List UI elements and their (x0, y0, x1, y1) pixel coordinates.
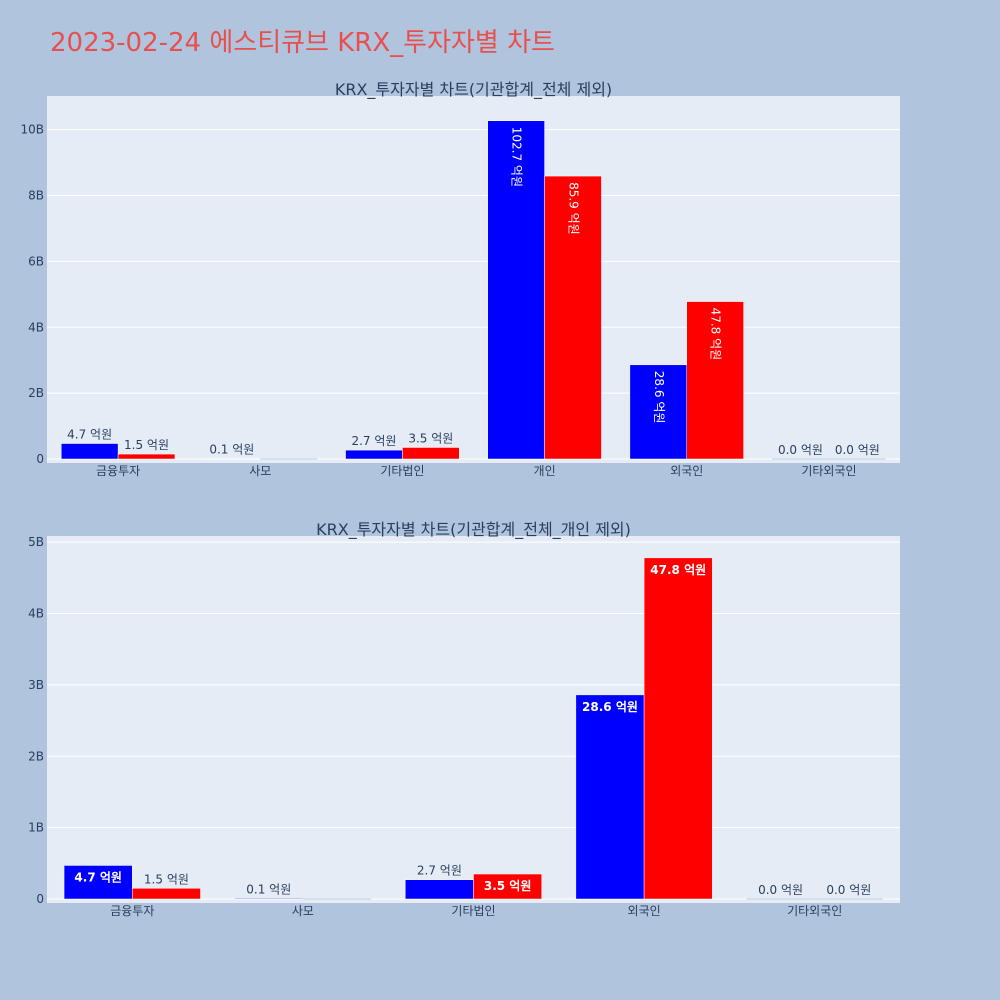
chart2-plot-area (47, 536, 900, 903)
chart2-bar (132, 888, 201, 900)
chart1-data-label: 28.6 억원 (652, 371, 666, 424)
chart2-data-label: 4.7 억원 (74, 870, 122, 884)
page-title: 2023-02-24 에스티큐브 KRX_투자자별 차트 (50, 28, 555, 58)
chart1-category-label: 사모 (249, 464, 271, 478)
chart1-data-label: 4.7 억원 (67, 428, 112, 442)
chart2-data-label: 0.0 억원 (758, 883, 803, 897)
chart2-ytick-label: 4B (28, 607, 44, 621)
chart2-bar (473, 873, 542, 900)
chart1-data-label: 0.0 억원 (835, 443, 880, 457)
chart1-data-label: 85.9 억원 (567, 182, 581, 235)
chart2-data-label: 0.0 억원 (826, 883, 871, 897)
chart1-category-label: 개인 (534, 464, 556, 478)
chart2-ytick-label: 2B (28, 749, 44, 763)
chart2-data-label: 3.5 억원 (484, 879, 532, 893)
chart1-ytick-label: 6B (28, 254, 44, 268)
chart2-ytick-label: 0 (36, 892, 44, 906)
chart2-data-label: 1.5 억원 (144, 872, 189, 886)
chart2-bar (814, 898, 883, 900)
chart1-ytick-label: 8B (28, 189, 44, 203)
chart1-bar (345, 449, 403, 460)
chart1-ytick-label: 10B (20, 123, 44, 137)
chart1-title: KRX_투자자별 차트(기관합계_전체 제외) (335, 80, 612, 100)
chart2-bar (746, 898, 815, 900)
chart1-data-label: 3.5 억원 (408, 431, 453, 445)
chart1-ytick-label: 4B (28, 320, 44, 334)
chart1-data-label: 1.5 억원 (124, 438, 169, 452)
chart2-bar (643, 557, 713, 900)
chart2-bar (63, 865, 133, 900)
chart1-data-label: 0.0 억원 (778, 443, 823, 457)
chart2-category-label: 기타외국인 (787, 904, 842, 918)
chart2-data-label: 47.8 억원 (650, 563, 706, 577)
chart2-bar (405, 879, 474, 900)
chart1-bar (402, 447, 460, 460)
chart1-category-label: 금융투자 (96, 464, 140, 478)
chart2-category-label: 사모 (292, 904, 314, 918)
chart2-ytick-label: 5B (28, 535, 44, 549)
chart2-category-label: 금융투자 (110, 904, 154, 918)
chart2-bar (302, 898, 372, 900)
chart1-ytick-label: 2B (28, 386, 44, 400)
chart2-data-label: 2.7 억원 (417, 864, 462, 878)
chart1-category-label: 기타법인 (380, 464, 424, 478)
chart2-ytick-label: 1B (28, 821, 44, 835)
chart1-data-label: 47.8 억원 (709, 308, 723, 361)
chart1-plot-area (47, 96, 900, 463)
chart1-bar (117, 453, 176, 460)
chart1-bar (260, 458, 318, 460)
chart1-bar (828, 458, 886, 460)
chart1-data-label: 102.7 억원 (510, 127, 524, 187)
chart2-ytick-label: 3B (28, 678, 44, 692)
chart2-data-label: 28.6 억원 (582, 700, 638, 714)
chart2-category-label: 기타법인 (451, 904, 495, 918)
chart2-bar (575, 694, 645, 900)
chart1-category-label: 외국인 (670, 464, 703, 478)
chart1-category-label: 기타외국인 (801, 464, 856, 478)
chart2-title: KRX_투자자별 차트(기관합계_전체_개인 제외) (316, 520, 631, 540)
chart1-data-label: 2.7 억원 (351, 434, 396, 448)
chart1-bar (544, 175, 602, 460)
chart2-bar (234, 898, 304, 900)
chart1-bar (772, 458, 829, 460)
chart1-bar (629, 364, 688, 460)
chart2-data-label: 0.1 억원 (246, 882, 291, 896)
chart1-bar (686, 301, 744, 460)
chart1-bar (60, 443, 119, 460)
chart1-data-label: 0.1 억원 (209, 443, 254, 457)
chart2-category-label: 외국인 (628, 904, 661, 918)
chart1-ytick-label: 0 (36, 452, 44, 466)
